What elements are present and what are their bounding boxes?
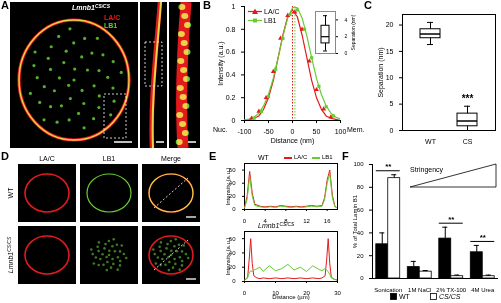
svg-text:0: 0: [360, 275, 364, 281]
svg-text:10: 10: [386, 74, 394, 81]
svg-text:2: 2: [345, 33, 348, 39]
svg-text:-100: -100: [237, 128, 251, 135]
svg-text:1M NaCl: 1M NaCl: [408, 287, 431, 293]
svg-text:0: 0: [345, 50, 348, 56]
svg-text:2% TX-100: 2% TX-100: [436, 287, 467, 293]
svg-text:30: 30: [334, 290, 341, 296]
svg-text:% of Total Lamin B1: % of Total Lamin B1: [352, 194, 358, 248]
svg-text:0: 0: [232, 206, 236, 212]
svg-text:20: 20: [357, 253, 364, 259]
svg-text:**: **: [448, 215, 455, 224]
svg-text:100: 100: [353, 161, 364, 167]
svg-text:100: 100: [335, 128, 347, 135]
svg-text:1: 1: [232, 3, 236, 10]
svg-text:12: 12: [303, 218, 310, 224]
svg-text:0.4: 0.4: [226, 71, 236, 78]
svg-text:0: 0: [243, 218, 247, 224]
svg-text:Intensity (a.u.): Intensity (a.u.): [225, 237, 231, 275]
svg-text:4M Urea: 4M Urea: [471, 287, 495, 293]
svg-text:50: 50: [313, 128, 321, 135]
svg-text:0: 0: [232, 117, 236, 124]
svg-text:0.6: 0.6: [226, 48, 236, 55]
svg-text:16: 16: [324, 218, 331, 224]
svg-text:CS: CS: [463, 138, 473, 145]
svg-text:Intensity (a.u.): Intensity (a.u.): [217, 41, 225, 85]
svg-text:WT: WT: [425, 138, 437, 145]
svg-text:15: 15: [386, 48, 394, 55]
svg-text:***: ***: [462, 93, 474, 104]
svg-text:Separation (nm): Separation (nm): [377, 47, 385, 97]
svg-text:80: 80: [357, 184, 364, 190]
svg-text:Distance (µm): Distance (µm): [272, 294, 309, 300]
svg-text:0: 0: [291, 128, 295, 135]
svg-text:**: **: [385, 162, 392, 171]
svg-text:40: 40: [357, 230, 364, 236]
svg-text:0: 0: [243, 290, 247, 296]
svg-text:20: 20: [386, 21, 394, 28]
svg-text:0: 0: [390, 127, 394, 134]
svg-text:60: 60: [357, 207, 364, 213]
svg-text:0.2: 0.2: [226, 94, 236, 101]
svg-text:Intensity (a.u.): Intensity (a.u.): [225, 167, 231, 205]
svg-text:0.8: 0.8: [226, 26, 236, 33]
svg-text:Separation (nm): Separation (nm): [350, 14, 356, 50]
svg-text:Sonication: Sonication: [374, 287, 402, 293]
svg-text:5: 5: [390, 100, 394, 107]
svg-text:**: **: [480, 233, 487, 242]
svg-text:-50: -50: [263, 128, 273, 135]
svg-text:4: 4: [345, 17, 348, 23]
svg-text:Distance (nm): Distance (nm): [271, 137, 315, 145]
svg-text:0: 0: [232, 278, 236, 284]
